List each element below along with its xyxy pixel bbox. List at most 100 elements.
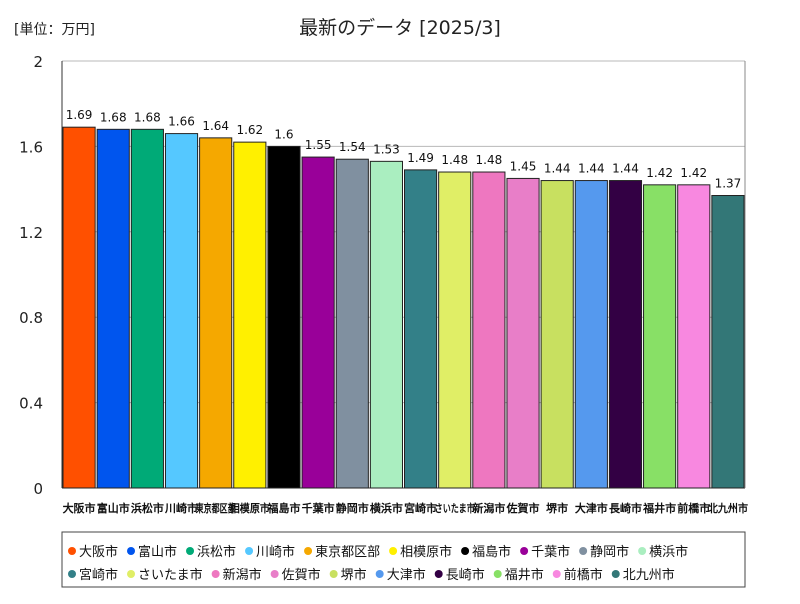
legend-marker [68,570,76,578]
bar-value-label: 1.68 [100,110,127,124]
legend-marker [611,570,620,578]
x-tick-label: 横浜市 [370,501,403,515]
bar-5 [199,137,233,489]
x-tick-label: 浜松市 [131,501,164,515]
bar-value-label: 1.54 [339,140,366,154]
bar-value-label: 1.62 [236,123,263,137]
legend-entry: 相模原市 [400,544,452,560]
legend-entry: 前橋市 [564,567,603,583]
bar-10 [369,160,404,489]
legend-marker [245,547,254,555]
legend-entry: 堺市 [341,567,367,583]
legend-marker [329,570,338,578]
legend-entry: 川崎市 [256,544,295,560]
bar-6 [233,141,267,489]
bar-7 [267,145,301,489]
legend-marker [375,570,384,578]
legend-marker [493,570,502,578]
bar-12 [438,171,472,489]
bar-8 [301,156,335,489]
bar-9 [335,158,369,489]
bar-1 [62,126,96,489]
x-tick-label: 堺市 [546,501,568,515]
y-tick-label: 1.2 [19,224,43,242]
legend-entry: さいたま市 [138,567,203,583]
y-tick-label: 0 [33,480,43,498]
bar-value-label: 1.44 [612,162,639,176]
y-axis-ticks: 0 0.4 0.8 1.2 1.6 2 [19,53,43,498]
legend-entry: 佐賀市 [282,567,321,583]
data-labels: 1.69 1.68 1.68 1.66 1.64 1.62 1.6 1.55 1.54 1.53 1… [66,108,742,190]
x-tick-label: 佐賀市 [506,501,540,515]
bar-value-label: 1.53 [373,142,400,156]
bar-value-label: 1.48 [476,153,503,167]
x-tick-label: 大阪市 [63,501,96,515]
bar-value-label: 1.66 [168,115,195,129]
y-tick-label: 0.4 [19,395,43,413]
bar-16 [574,180,608,489]
bar-11 [404,169,438,489]
bar-value-label: 1.45 [510,159,537,173]
x-tick-label: 東京都区部 [196,501,236,515]
y-tick-label: 2 [33,53,43,71]
bar-14 [506,177,540,489]
legend-entry: 新潟市 [223,567,262,583]
legend-entry: 浜松市 [197,544,236,560]
x-tick-label: 川崎市 [164,501,198,515]
unit-label: [単位：万円] [14,22,95,38]
legend-marker [270,570,279,578]
legend-entry: 静岡市 [590,544,629,560]
x-tick-label: 宮崎市 [404,501,437,515]
bar-value-label: 1.6 [274,127,293,141]
bar-3 [130,128,164,489]
legend-entry: 東京都区部 [315,544,380,560]
legend-entry: 長崎市 [446,567,485,583]
x-tick-label: 長崎市 [609,501,642,515]
x-tick-label: 富山市 [97,501,130,515]
x-tick-label: 相模原市 [230,501,270,515]
x-tick-label: 千葉市 [302,501,335,515]
legend-entry: 北九州市 [623,567,675,583]
legend-marker [211,570,220,578]
bar-value-label: 1.64 [202,119,229,133]
bar-value-label: 1.55 [305,138,332,152]
bar-value-label: 1.42 [680,166,707,180]
legend-entry: 横浜市 [649,544,688,560]
legend-marker [68,547,76,555]
bar-value-label: 1.49 [407,151,434,165]
bar-value-label: 1.68 [134,110,161,124]
legend-marker [389,547,398,555]
bar-17 [608,180,643,489]
legend-marker [638,547,647,555]
bar-value-label: 1.69 [66,108,93,122]
bar-2 [96,128,130,489]
x-tick-label: 静岡市 [336,501,369,515]
bar-20 [711,195,745,489]
legend-entry: 大阪市 [79,544,118,560]
bar-value-label: 1.48 [441,153,468,167]
legend-marker [552,570,561,578]
legend-marker [127,547,136,555]
bar-value-label: 1.37 [715,177,742,191]
legend-entry: 千葉市 [531,544,570,560]
legend-box [61,531,746,588]
legend-marker [579,547,588,555]
legend-entry: 富山市 [138,544,177,560]
bar-19 [677,184,711,489]
legend-marker [304,547,313,555]
x-tick-label: 北九州市 [708,501,748,515]
legend-marker [461,547,470,555]
legend-entry: 宮崎市 [79,567,118,583]
bar-4 [164,133,199,489]
y-tick-label: 0.8 [19,309,43,327]
legend-entry: 福島市 [472,544,511,560]
legend-marker [186,547,195,555]
x-tick-label: 福島市 [266,501,300,515]
legend-marker [520,547,529,555]
bar-13 [472,171,506,489]
bar-value-label: 1.44 [578,162,605,176]
